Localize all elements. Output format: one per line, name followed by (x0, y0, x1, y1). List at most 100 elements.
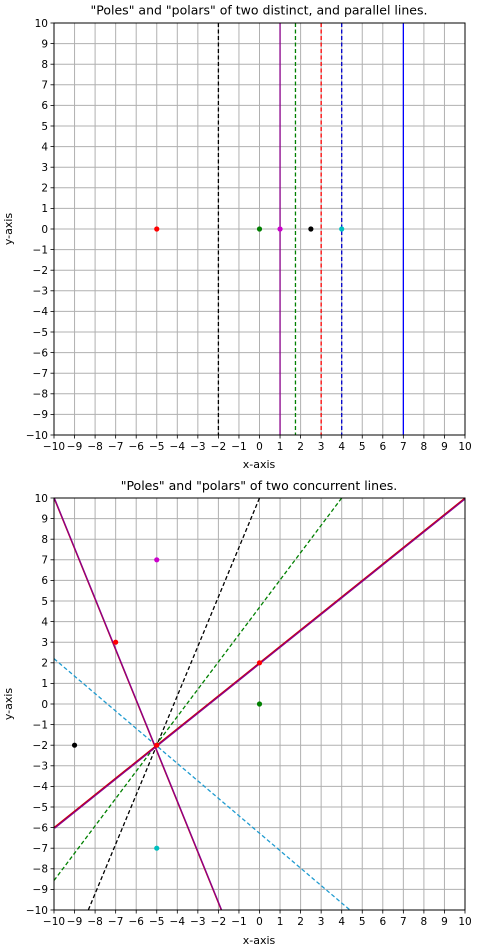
chart-1-plot-area: −10−10−9−9−8−8−7−7−6−6−5−5−4−4−3−3−2−2−1… (26, 18, 472, 453)
x-tick-label: 10 (458, 916, 471, 928)
chart-2-plot-area: −10−10−9−9−8−8−7−7−6−6−5−5−4−4−3−3−2−2−1… (26, 493, 472, 928)
x-tick-label: −4 (170, 916, 186, 928)
y-tick-label: −4 (33, 306, 49, 318)
x-tick-label: 3 (318, 441, 325, 453)
y-tick-label: 4 (41, 141, 48, 153)
x-tick-label: 2 (297, 916, 304, 928)
y-tick-label: −9 (33, 409, 48, 421)
y-tick-label: −2 (33, 740, 48, 752)
data-point-4 (308, 226, 314, 232)
chart-2-title: "Poles" and "polars" of two concurrent l… (121, 478, 398, 493)
x-tick-label: −7 (108, 916, 123, 928)
y-tick-label: 5 (41, 596, 48, 608)
x-tick-label: 7 (400, 441, 407, 453)
y-tick-label: −7 (33, 368, 48, 380)
y-tick-label: 3 (41, 637, 48, 649)
data-point-2 (113, 639, 119, 645)
x-tick-label: 10 (458, 441, 471, 453)
x-tick-label: 9 (441, 441, 448, 453)
y-tick-label: −5 (33, 802, 48, 814)
data-point-1 (154, 557, 160, 563)
chart-1-y-axis-label: y-axis (2, 213, 15, 246)
x-tick-label: −5 (149, 916, 164, 928)
y-tick-label: 7 (41, 555, 48, 567)
series-line-1 (87, 498, 261, 910)
series-line-2 (54, 498, 343, 881)
y-tick-label: 5 (41, 121, 48, 133)
data-point-5 (71, 742, 78, 748)
x-tick-label: 0 (256, 916, 263, 928)
x-tick-label: 6 (379, 916, 386, 928)
x-tick-label: −8 (87, 916, 102, 928)
y-tick-label: −8 (33, 389, 48, 401)
data-point-3 (277, 226, 283, 232)
chart-2-y-axis-label: y-axis (2, 688, 15, 721)
chart-1: "Poles" and "polars" of two distinct, an… (2, 3, 472, 472)
y-tick-label: −7 (33, 843, 48, 855)
y-tick-label: 1 (41, 203, 48, 215)
y-tick-label: 10 (35, 18, 48, 30)
y-tick-label: 10 (35, 493, 48, 505)
y-tick-label: −1 (33, 719, 48, 731)
y-tick-label: 0 (41, 699, 48, 711)
x-tick-label: −1 (231, 916, 246, 928)
chart-2: "Poles" and "polars" of two concurrent l… (2, 478, 472, 947)
y-tick-label: −4 (33, 781, 49, 793)
y-tick-label: −3 (33, 286, 48, 298)
x-tick-label: 4 (338, 441, 345, 453)
y-tick-label: −10 (26, 905, 48, 917)
y-tick-label: 2 (41, 658, 48, 670)
x-tick-label: 4 (338, 916, 345, 928)
y-tick-label: 6 (41, 575, 48, 587)
series-line-5 (54, 498, 223, 910)
x-tick-label: −9 (67, 916, 82, 928)
data-point-1 (154, 226, 160, 232)
data-point-4 (256, 701, 263, 707)
x-tick-label: −3 (190, 441, 205, 453)
y-tick-label: −9 (33, 884, 48, 896)
y-tick-label: 9 (41, 513, 48, 525)
y-tick-label: −1 (33, 244, 48, 256)
x-tick-label: 8 (421, 916, 428, 928)
y-tick-label: −5 (33, 327, 48, 339)
x-tick-label: 9 (441, 916, 448, 928)
data-point-5 (339, 226, 345, 232)
x-tick-label: −2 (211, 441, 226, 453)
y-tick-label: −2 (33, 265, 48, 277)
x-tick-label: −2 (211, 916, 226, 928)
x-tick-label: −10 (43, 441, 65, 453)
y-tick-label: 7 (41, 80, 48, 92)
x-tick-label: −7 (108, 441, 123, 453)
y-tick-label: 3 (41, 162, 48, 174)
chart-1-title: "Poles" and "polars" of two distinct, an… (91, 3, 428, 18)
y-tick-label: 8 (41, 534, 48, 546)
y-tick-label: 1 (41, 678, 48, 690)
data-point-2 (256, 226, 263, 232)
y-tick-label: −8 (33, 864, 48, 876)
x-tick-label: 7 (400, 916, 407, 928)
x-tick-label: 6 (379, 441, 386, 453)
x-tick-label: −8 (87, 441, 102, 453)
y-tick-label: −6 (33, 822, 49, 834)
y-tick-label: −6 (33, 347, 49, 359)
y-tick-label: 0 (41, 224, 48, 236)
chart-1-x-axis-label: x-axis (243, 458, 276, 471)
x-tick-label: −6 (128, 916, 144, 928)
x-tick-label: 0 (256, 441, 263, 453)
y-tick-label: −10 (26, 430, 48, 442)
x-tick-label: −5 (149, 441, 164, 453)
x-tick-label: −3 (190, 916, 205, 928)
data-point-7 (154, 845, 160, 851)
data-point-6 (154, 742, 160, 748)
x-tick-label: −4 (170, 441, 186, 453)
y-tick-label: 2 (41, 183, 48, 195)
y-tick-label: 8 (41, 59, 48, 71)
data-point-3 (256, 660, 263, 666)
chart-2-x-axis-label: x-axis (243, 934, 276, 947)
y-tick-label: −3 (33, 761, 48, 773)
y-tick-label: 9 (41, 38, 48, 50)
y-tick-label: 6 (41, 100, 48, 112)
x-tick-label: −1 (231, 441, 246, 453)
